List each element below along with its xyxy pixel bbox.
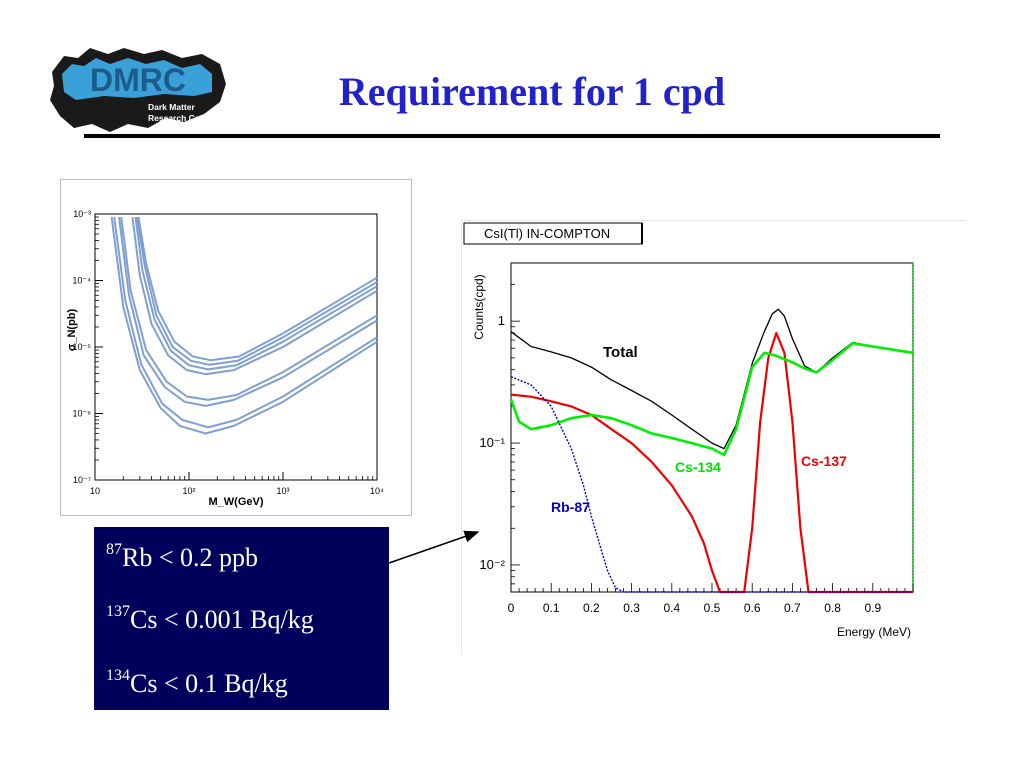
y-tick-label: 10⁻² xyxy=(479,557,505,572)
exclusion-plot-curves xyxy=(110,216,378,435)
exclusion-curve-7 xyxy=(136,216,378,366)
requirements-box: 87Rb < 0.2 ppb 137Cs < 0.001 Bq/kg 134Cs… xyxy=(94,527,389,710)
spectrum-xlabel: Energy (MeV) xyxy=(837,625,911,639)
exclusion-curve-5 xyxy=(131,216,378,376)
x-tick-label: 0.4 xyxy=(663,601,680,615)
exclusion-curve-4 xyxy=(120,216,378,401)
y-tick-label: 10⁻¹ xyxy=(479,435,505,450)
y-tick-label: 10⁻⁶ xyxy=(73,409,92,419)
exclusion-curve-6 xyxy=(134,216,378,371)
cs137-curve xyxy=(510,331,913,594)
y-tick-label: 10⁻⁷ xyxy=(73,475,91,485)
exclusion-plot-ticks xyxy=(94,213,378,481)
x-tick-label: 0 xyxy=(508,601,515,615)
x-tick-label: 10 xyxy=(90,486,100,496)
dmrc-logo: DMRC Dark Matter Research Center xyxy=(50,48,226,132)
cs137-requirement: 137Cs < 0.001 Bq/kg xyxy=(106,603,314,634)
logo-subtitle-1: Dark Matter xyxy=(148,102,195,112)
exclusion-plot-xlabel: M_W(GeV) xyxy=(209,496,264,508)
x-tick-label: 0.5 xyxy=(704,601,721,615)
spectrum-xtick-labels: 0 0.1 0.2 0.3 0.4 0.5 0.6 0.7 0.8 0.9 xyxy=(508,601,882,615)
spectrum-plot-panel: CsI(Tl) IN-COMPTON 1 10⁻¹ 10⁻² 0 0.1 0.2 0.3 0… xyxy=(460,219,966,655)
x-tick-label: 0.3 xyxy=(623,601,640,615)
legend-cs134: Cs-134 xyxy=(675,459,721,475)
spectrum-curves xyxy=(509,308,914,594)
exclusion-plot-panel: 10⁻³ 10⁻⁴ 10⁻⁵ 10⁻⁶ 10⁻⁷ 10 10² 10³ 10⁴ M_W(GeV… xyxy=(60,179,412,516)
legend-rb87: Rb-87 xyxy=(551,499,590,515)
x-tick-label: 0.9 xyxy=(864,601,881,615)
slide-title: Requirement for 1 cpd xyxy=(338,69,726,114)
exclusion-curve-3 xyxy=(118,216,378,407)
spectrum-title: CsI(Tl) IN-COMPTON xyxy=(484,226,610,241)
exclusion-curve-1 xyxy=(110,216,378,435)
legend-total: Total xyxy=(603,344,638,361)
x-tick-label: 10² xyxy=(182,486,195,496)
exclusion-curve-8 xyxy=(137,216,378,362)
title-rule xyxy=(84,134,940,138)
cs134-requirement: 134Cs < 0.1 Bq/kg xyxy=(106,667,288,698)
spectrum-plot: CsI(Tl) IN-COMPTON 110⁻¹10⁻² 0 0.1 0.2 0.3 0… xyxy=(460,219,966,655)
spectrum-ytick-labels: 1 10⁻¹ 10⁻² xyxy=(479,313,505,572)
spectrum-ylabel: Counts(cpd) xyxy=(472,274,486,339)
x-tick-label: 0.6 xyxy=(744,601,761,615)
spectrum-ticks xyxy=(510,262,914,593)
y-tick-label: 1 xyxy=(498,313,505,328)
y-tick-label: 10⁻⁴ xyxy=(72,276,91,286)
rb87-curve xyxy=(510,376,913,593)
x-tick-label: 0.2 xyxy=(583,601,600,615)
exclusion-plot-ytick-labels: 10⁻³ 10⁻⁴ 10⁻⁵ 10⁻⁶ 10⁻⁷ xyxy=(72,209,91,485)
y-tick-label: 10⁻⁵ xyxy=(73,342,92,352)
logo-subtitle-2: Research Center xyxy=(148,113,216,123)
logo-name: DMRC xyxy=(90,62,186,98)
x-tick-label: 10⁴ xyxy=(370,486,384,496)
x-tick-label: 0.8 xyxy=(824,601,841,615)
x-tick-label: 10³ xyxy=(276,486,289,496)
legend-cs137: Cs-137 xyxy=(801,453,847,469)
exclusion-plot-ylabel: σ_N(pb) xyxy=(66,308,78,351)
cs134-curve xyxy=(509,341,914,457)
y-tick-label: 10⁻³ xyxy=(73,209,91,219)
x-tick-label: 0.1 xyxy=(543,601,560,615)
exclusion-plot: 10⁻³ 10⁻⁴ 10⁻⁵ 10⁻⁶ 10⁻⁷ 10 10² 10³ 10⁴ M_W(GeV… xyxy=(66,209,384,508)
x-tick-label: 0.7 xyxy=(784,601,801,615)
exclusion-plot-xtick-labels: 10 10² 10³ 10⁴ xyxy=(90,486,384,496)
rb-requirement: 87Rb < 0.2 ppb xyxy=(106,541,259,572)
exclusion-curve-2 xyxy=(113,216,378,429)
